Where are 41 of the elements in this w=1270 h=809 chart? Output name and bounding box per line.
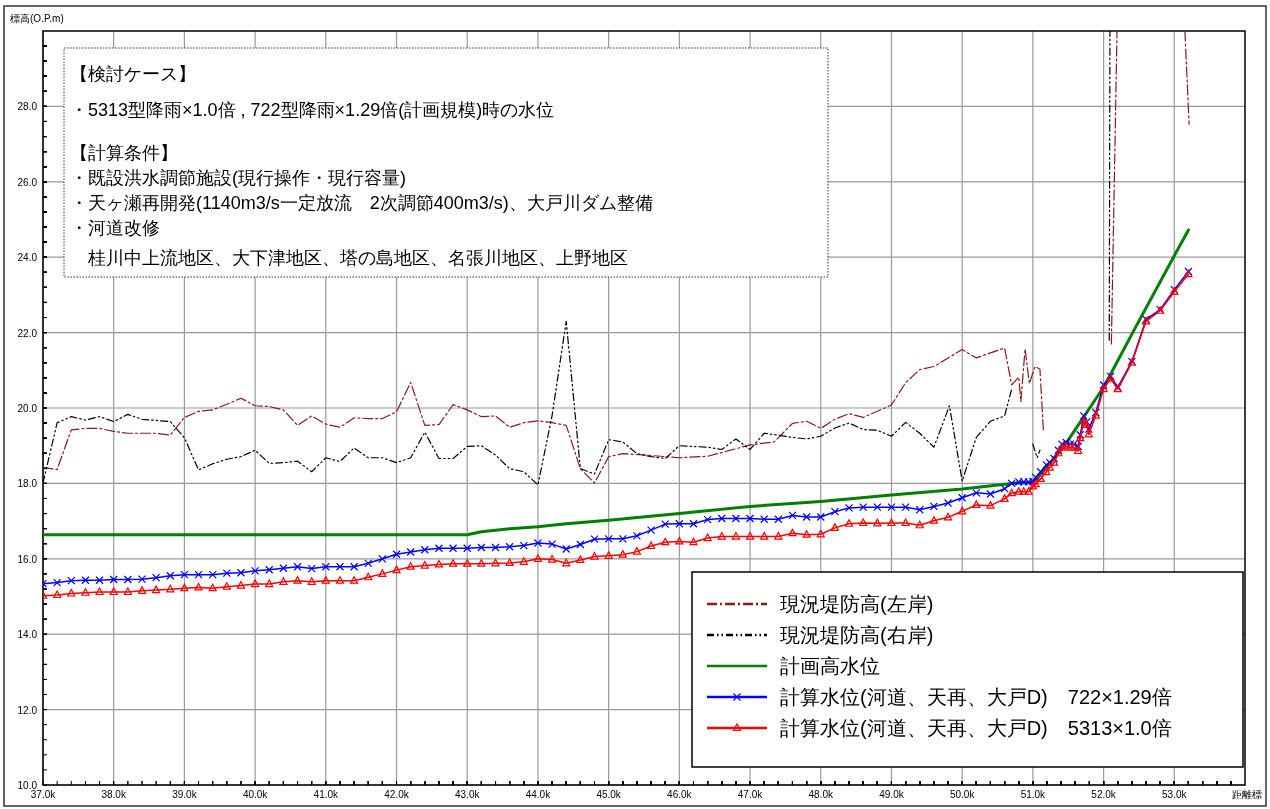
x-tick-label: 37.0k [30,789,57,800]
annotation: ・天ヶ瀬再開発(1140m3/s一定放流 2次調節400m3/s)、大戸川ダム整備 [70,193,653,213]
annotation: ・5313型降雨×1.0倍 , 722型降雨×1.29倍(計画規模)時の水位 [70,100,555,120]
x-tick-label: 41.0k [313,789,340,800]
y-tick-label: 20.0 [17,403,38,414]
y-tick-label: 12.0 [17,704,38,716]
annotation: ・既設洪水調節施設(現行操作・現行容量) [70,168,406,188]
x-tick-label: 39.0k [172,789,198,800]
y-tick-label: 22.0 [17,327,38,339]
y-tick-label: 18.0 [17,478,38,490]
annotation: 【計算条件】 [70,143,178,163]
x-tick-label: 52.0k [1091,789,1117,800]
y-tick-label: 16.0 [17,553,38,565]
x-tick-label: 49.0k [879,789,905,800]
x-axis-title: 距離標 [1232,789,1262,800]
y-axis-title: 標高(O.P.m) [10,13,64,24]
x-tick-label: 45.0k [596,789,622,800]
x-tick-label: 40.0k [242,789,269,800]
legend-label: 現況堤防高(右岸) [780,624,934,646]
legend-label: 計算水位(河道、天再、大戸D) 5313×1.0倍 [780,717,1172,739]
x-tick-label: 42.0k [384,789,410,800]
annotation: ・河道改修 [70,218,160,238]
y-tick-label: 26.0 [17,176,38,188]
x-tick-label: 47.0k [737,789,764,800]
y-tick-label: 14.0 [17,629,38,641]
x-tick-label: 38.0k [101,789,127,800]
legend-label: 計算水位(河道、天再、大戸D) 722×1.29倍 [780,686,1172,708]
x-tick-label: 46.0k [667,789,693,800]
x-tick-label: 43.0k [455,789,481,800]
x-tick-label: 51.0k [1020,789,1047,800]
x-tick-label: 53.0k [1162,789,1188,800]
y-tick-label: 24.0 [17,252,38,264]
annotation: 桂川中上流地区、大下津地区、塔の島地区、名張川地区、上野地区 [87,248,628,268]
legend-label: 現況堤防高(左岸) [780,593,934,615]
x-tick-label: 48.0k [808,789,834,800]
y-tick-label: 28.0 [17,101,38,113]
y-tick-label: 10.0 [17,780,38,791]
x-tick-label: 50.0k [949,789,976,800]
annotation: 【検討ケース】 [70,64,196,84]
legend-label: 計画高水位 [780,655,880,677]
x-tick-label: 44.0k [525,789,552,800]
